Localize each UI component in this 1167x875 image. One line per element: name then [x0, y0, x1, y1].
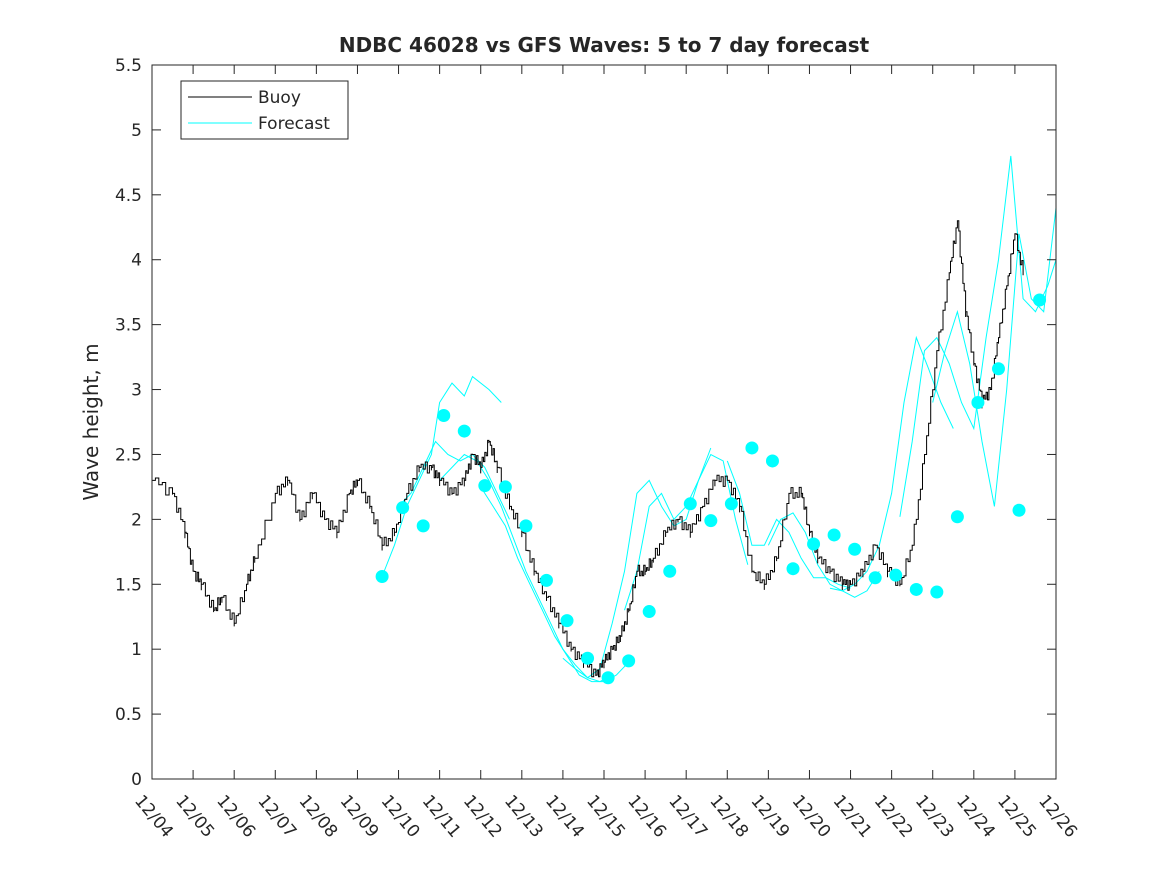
- y-tick-label: 4.5: [115, 186, 142, 206]
- plot-area: [152, 65, 1056, 779]
- y-tick-label: 2: [131, 510, 142, 530]
- forecast-marker: [786, 562, 800, 576]
- y-axis-label: Wave height, m: [79, 343, 103, 500]
- forecast-line: [398, 440, 510, 520]
- forecast-marker: [519, 519, 533, 533]
- forecast-marker: [1012, 503, 1026, 517]
- forecast-marker: [848, 542, 862, 556]
- legend: Buoy Forecast: [180, 80, 349, 140]
- forecast-marker: [807, 537, 821, 551]
- forecast-marker: [437, 409, 451, 423]
- y-tick-label: 4: [131, 251, 142, 271]
- forecast-marker: [683, 497, 697, 511]
- forecast-marker: [889, 568, 903, 582]
- y-tick-label: 5.5: [115, 56, 142, 76]
- forecast-marker: [704, 514, 718, 528]
- y-tick-label: 1: [131, 640, 142, 660]
- y-tick-label: 3.5: [115, 316, 142, 336]
- forecast-marker: [581, 651, 595, 665]
- forecast-marker: [642, 605, 656, 619]
- forecast-marker: [539, 573, 553, 587]
- y-tick-label: 5: [131, 121, 142, 141]
- legend-buoy-label: Buoy: [258, 88, 301, 108]
- forecast-marker: [909, 582, 923, 596]
- forecast-marker: [396, 501, 410, 515]
- forecast-marker: [457, 424, 471, 438]
- y-tick-label: 3: [131, 381, 142, 401]
- forecast-marker: [416, 519, 430, 533]
- forecast-marker: [971, 396, 985, 410]
- forecast-marker: [1033, 293, 1047, 307]
- y-tick-label: 0: [131, 770, 142, 790]
- forecast-line: [829, 335, 954, 592]
- y-axis-ticks: 0 0.5 1 1.5 2 2.5 3 3.5 4 4.5 5 5.5: [115, 56, 1056, 790]
- y-tick-label: 1.5: [115, 575, 142, 595]
- forecast-line: [381, 375, 502, 577]
- forecast-marker: [868, 571, 882, 585]
- forecast-line: [562, 447, 712, 679]
- forecast-marker: [950, 510, 964, 524]
- chart-title: NDBC 46028 vs GFS Waves: 5 to 7 day fore…: [339, 33, 870, 57]
- forecast-marker: [827, 528, 841, 542]
- y-tick-label: 0.5: [115, 705, 142, 725]
- forecast-line: [899, 155, 1057, 517]
- forecast-marker: [765, 454, 779, 468]
- forecast-marker: [622, 654, 636, 668]
- forecast-marker: [724, 497, 738, 511]
- marker-layer: [375, 293, 1047, 685]
- forecast-line: [439, 453, 613, 683]
- forecast-marker: [663, 564, 677, 578]
- y-tick-label: 2.5: [115, 445, 142, 465]
- forecast-marker: [498, 480, 512, 494]
- forecast-marker: [930, 585, 944, 599]
- forecast-line: [726, 460, 851, 589]
- forecast-marker: [745, 441, 759, 455]
- forecast-marker: [560, 614, 574, 628]
- legend-box: [180, 80, 349, 140]
- forecast-marker: [601, 671, 615, 685]
- forecast-marker: [991, 362, 1005, 376]
- forecast-marker: [375, 569, 389, 583]
- legend-forecast-label: Forecast: [258, 114, 330, 134]
- forecast-marker: [478, 479, 492, 493]
